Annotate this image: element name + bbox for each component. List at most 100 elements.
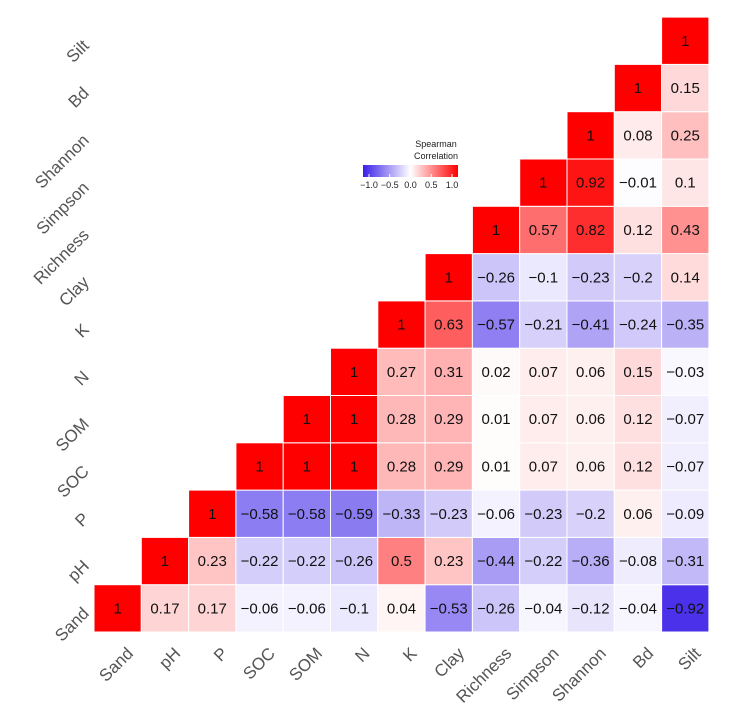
heatmap-cell-silt-sand xyxy=(661,584,710,633)
y-axis-label-silt: Silt xyxy=(63,36,93,66)
heatmap-cell-silt-silt xyxy=(661,16,710,65)
heatmap-value-silt-p: −0.09 xyxy=(666,506,704,523)
heatmap-value-n-som: 1 xyxy=(350,411,358,428)
heatmap-value-simpson-n: 0.07 xyxy=(529,364,558,381)
heatmap-value-bd-n: 0.15 xyxy=(623,364,652,381)
heatmap-value-n-sand: −0.1 xyxy=(339,600,369,617)
heatmap-value-soc-ph: −0.22 xyxy=(241,553,279,570)
heatmap-cell-silt-richness xyxy=(661,205,710,255)
heatmap-cell-richness-som xyxy=(471,395,521,444)
x-axis-label-k: K xyxy=(399,643,421,665)
heatmap-cell-silt-p xyxy=(661,489,710,538)
heatmap-value-shannon-som: 0.06 xyxy=(576,411,605,428)
x-axis-label-soc: SOC xyxy=(239,644,278,683)
heatmap-cell-ph-sand xyxy=(140,584,190,633)
heatmap-cell-simpson-soc xyxy=(519,442,568,491)
heatmap-value-shannon-richness: 0.82 xyxy=(576,222,605,239)
heatmap-value-shannon-sand: −0.12 xyxy=(572,600,610,617)
heatmap-value-bd-clay: −0.2 xyxy=(623,269,653,286)
heatmap-cell-bd-k xyxy=(613,300,663,349)
y-axis-label-clay: Clay xyxy=(55,272,93,310)
heatmap-cell-richness-ph xyxy=(471,536,521,586)
legend-tick-label: 0.5 xyxy=(425,180,438,190)
heatmap-value-silt-bd: 0.15 xyxy=(671,80,700,97)
heatmap-value-som-ph: −0.22 xyxy=(288,553,326,570)
y-axis-label-soc: SOC xyxy=(53,462,92,501)
heatmap-cell-p-ph xyxy=(188,536,237,586)
heatmap-value-clay-k: 0.63 xyxy=(434,317,463,334)
heatmap-value-silt-shannon: 0.25 xyxy=(671,127,700,144)
heatmap-value-simpson-sand: −0.04 xyxy=(524,600,562,617)
heatmap-value-k-sand: 0.04 xyxy=(387,600,416,617)
heatmap-value-richness-richness: 1 xyxy=(492,222,500,239)
heatmap-cell-k-n xyxy=(377,347,426,397)
heatmap-value-simpson-clay: −0.1 xyxy=(529,269,559,286)
heatmap-cell-sand-sand xyxy=(93,584,142,633)
heatmap-cell-clay-sand xyxy=(424,584,473,633)
heatmap-cell-soc-sand xyxy=(235,584,284,633)
heatmap-cell-simpson-ph xyxy=(519,536,568,586)
legend-title-line-1: Spearman xyxy=(415,139,457,149)
heatmap-value-shannon-k: −0.41 xyxy=(572,317,610,334)
heatmap-value-n-n: 1 xyxy=(350,364,358,381)
heatmap-value-shannon-shannon: 1 xyxy=(586,127,594,144)
heatmap-cell-bd-soc xyxy=(613,442,663,491)
heatmap-value-clay-ph: 0.23 xyxy=(434,553,463,570)
y-axis-label-k: K xyxy=(71,319,93,341)
heatmap-value-n-ph: −0.26 xyxy=(335,553,373,570)
heatmap-cell-k-k xyxy=(377,300,426,349)
y-axis-label-sand: Sand xyxy=(51,604,93,646)
heatmap-cell-n-soc xyxy=(330,442,379,491)
heatmap-value-richness-n: 0.02 xyxy=(481,364,510,381)
legend: Spearman Correlation −1.0 −0.5 0.0 0.5 1.0 xyxy=(360,139,458,190)
heatmap-cell-silt-shannon xyxy=(661,111,710,160)
heatmap-value-richness-k: −0.57 xyxy=(477,317,515,334)
heatmap-cell-k-ph xyxy=(377,536,426,586)
heatmap-value-soc-sand: −0.06 xyxy=(241,600,279,617)
heatmap-value-k-k: 1 xyxy=(397,317,405,334)
y-axis-label-bd: Bd xyxy=(65,83,93,111)
heatmap-cell-shannon-som xyxy=(566,395,615,444)
heatmap-cell-silt-simpson xyxy=(661,158,710,207)
heatmap-cell-silt-bd xyxy=(661,63,710,113)
heatmap-value-shannon-soc: 0.06 xyxy=(576,458,605,475)
heatmap-value-silt-som: −0.07 xyxy=(666,411,704,428)
heatmap-value-soc-soc: 1 xyxy=(255,458,263,475)
heatmap-value-silt-sand: −0.92 xyxy=(666,600,704,617)
heatmap-value-bd-som: 0.12 xyxy=(623,411,652,428)
heatmap-cell-shannon-shannon xyxy=(566,111,615,160)
heatmap-cell-silt-n xyxy=(661,347,710,397)
heatmap-value-bd-k: −0.24 xyxy=(619,317,657,334)
heatmap-value-silt-n: −0.03 xyxy=(666,364,704,381)
heatmap-value-silt-richness: 0.43 xyxy=(671,222,700,239)
heatmap-cell-silt-k xyxy=(661,300,710,349)
heatmap-value-bd-shannon: 0.08 xyxy=(623,127,652,144)
heatmap-cell-som-ph xyxy=(282,536,332,586)
heatmap-value-silt-soc: −0.07 xyxy=(666,458,704,475)
heatmap-cell-bd-p xyxy=(613,489,663,538)
legend-tick-label: −1.0 xyxy=(360,180,378,190)
heatmap-value-silt-simpson: 0.1 xyxy=(675,175,696,192)
heatmap-value-som-sand: −0.06 xyxy=(288,600,326,617)
heatmap-value-k-p: −0.33 xyxy=(382,506,420,523)
x-axis-label-som: SOM xyxy=(285,644,326,685)
heatmap-cell-bd-clay xyxy=(613,253,663,302)
heatmap-value-richness-som: 0.01 xyxy=(481,411,510,428)
heatmap-value-bd-richness: 0.12 xyxy=(623,222,652,239)
heatmap-value-n-p: −0.59 xyxy=(335,506,373,523)
x-axis-labels: Sand pH P SOC SOM N K ClayRichnessSimpsonShanno… xyxy=(95,643,704,706)
heatmap-value-clay-sand: −0.53 xyxy=(430,600,468,617)
legend-title-line-2: Correlation xyxy=(414,151,458,161)
x-axis-label-sand: Sand xyxy=(95,644,137,686)
x-axis-label-n: N xyxy=(351,644,373,666)
heatmap-value-silt-k: −0.35 xyxy=(666,317,704,334)
heatmap-cell-soc-soc xyxy=(235,442,284,491)
heatmap-value-bd-simpson: −0.01 xyxy=(619,175,657,192)
heatmap-cell-simpson-som xyxy=(519,395,568,444)
heatmap-value-silt-ph: −0.31 xyxy=(666,553,704,570)
heatmap-value-bd-soc: 0.12 xyxy=(623,458,652,475)
heatmap-cell-som-p xyxy=(282,489,332,538)
heatmap-value-clay-som: 0.29 xyxy=(434,411,463,428)
heatmap-value-bd-p: 0.06 xyxy=(623,506,652,523)
